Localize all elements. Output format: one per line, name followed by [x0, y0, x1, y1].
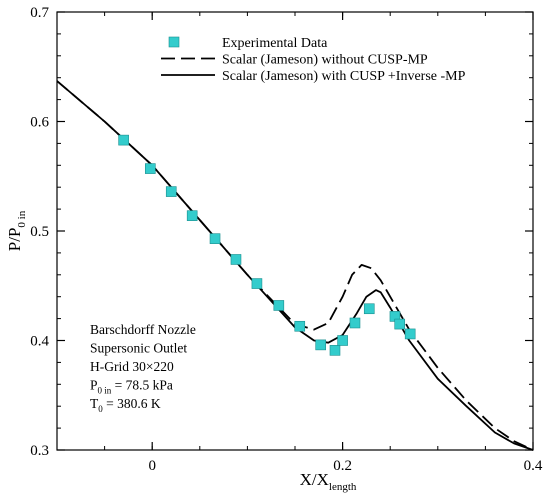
series-line-solid: [56, 80, 534, 451]
x-tick-label: 0.4: [524, 458, 543, 474]
x-tick-label: 0: [148, 458, 156, 474]
data-point-square: [294, 320, 306, 332]
data-point-square: [209, 233, 221, 244]
x-tick-labels: 0 0.2 0.4: [148, 458, 542, 474]
legend-label: Scalar (Jameson) without CUSP-MP: [222, 53, 428, 68]
annotation-line: Barschdorff Nozzle: [90, 322, 196, 337]
data-point-square: [394, 318, 406, 330]
y-axis-label: P/P0 in: [5, 210, 28, 251]
annotation-line: P0 in = 78.5 kPa: [90, 378, 173, 396]
y-tick-label: 0.3: [30, 443, 49, 459]
data-point-square: [118, 134, 129, 146]
data-point-square: [230, 254, 242, 265]
data-point-square: [363, 303, 375, 315]
series-markers: [118, 134, 416, 356]
legend: Experimental Data Scalar (Jameson) withou…: [161, 36, 466, 84]
y-tick-label: 0.5: [30, 224, 49, 240]
data-point-square: [186, 210, 198, 221]
data-point-square: [404, 328, 416, 340]
y-tick-label: 0.7: [30, 5, 49, 21]
legend-marker-square: [168, 36, 180, 48]
annotation-line: T0 = 380.6 K: [90, 396, 161, 414]
data-point-square: [349, 317, 361, 329]
legend-label: Experimental Data: [222, 36, 328, 51]
series-lines: [56, 80, 534, 451]
data-point-square: [144, 163, 156, 174]
legend-label: Scalar (Jameson) with CUSP +Inverse -MP: [222, 69, 466, 84]
data-point-square: [329, 345, 341, 356]
y-tick-label: 0.6: [30, 115, 49, 131]
data-point-square: [165, 186, 177, 197]
data-point-square: [251, 278, 263, 289]
data-point-square: [337, 335, 348, 346]
data-point-square: [315, 339, 327, 351]
annotation-box: Barschdorff Nozzle Supersonic Outlet H-Gri…: [90, 322, 196, 414]
annotation-line: Supersonic Outlet: [90, 341, 187, 356]
y-tick-labels: 0.3 0.4 0.5 0.6 0.7: [30, 5, 49, 459]
x-axis-label: X/Xlength: [300, 470, 357, 493]
data-point-square: [273, 300, 285, 311]
annotation-line: H-Grid 30×220: [90, 359, 174, 374]
y-tick-label: 0.4: [30, 334, 49, 350]
x-tick-label: 0.2: [333, 458, 352, 474]
